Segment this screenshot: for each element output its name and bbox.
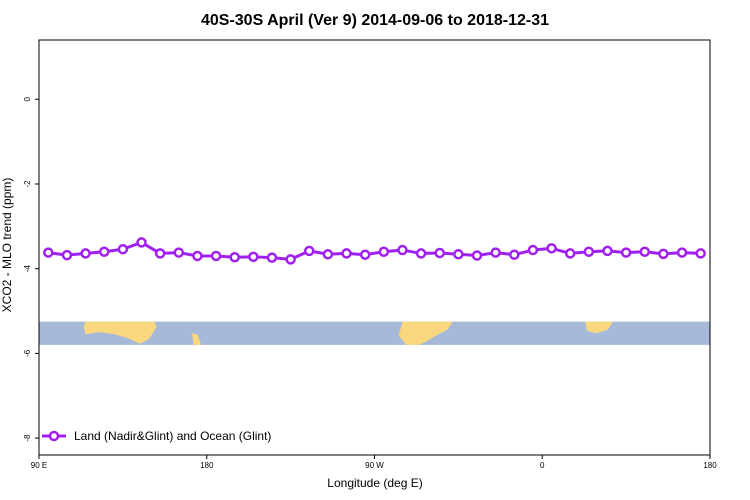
land-shape: [191, 333, 202, 345]
data-point: [80, 248, 91, 259]
data-point: [285, 254, 296, 265]
data-point: [434, 247, 445, 259]
series-layer: [43, 237, 706, 265]
data-point: [210, 250, 222, 262]
ocean-band: [39, 321, 710, 345]
y-tick-label: -2: [23, 180, 32, 188]
data-point: [546, 243, 557, 254]
land-shape: [83, 321, 157, 344]
data-point: [620, 247, 632, 258]
data-point: [658, 248, 669, 260]
axes-layer: 90 E 180 90 W 0 180 0 -2 -4 -6 -8: [23, 39, 717, 470]
y-tick-label: 0: [23, 97, 32, 102]
x-tick-label: 0: [540, 461, 545, 470]
data-point: [397, 244, 408, 256]
data-point: [359, 249, 371, 260]
x-tick-label: 90 E: [31, 461, 47, 470]
map-strip: [39, 321, 710, 345]
x-tick-label: 180: [703, 461, 717, 470]
data-point: [117, 243, 129, 255]
data-point: [509, 249, 520, 260]
data-point: [471, 250, 483, 261]
data-point: [583, 246, 595, 257]
data-point: [676, 247, 688, 258]
data-point: [266, 252, 278, 263]
data-point: [173, 247, 185, 258]
data-point: [341, 248, 352, 259]
data-point: [248, 251, 259, 263]
data-point: [453, 249, 464, 260]
y-tick-label: -4: [23, 265, 32, 273]
data-point: [322, 249, 334, 260]
data-point: [98, 246, 110, 257]
data-point: [229, 251, 240, 263]
data-point: [639, 246, 651, 257]
y-tick-label: -6: [23, 349, 32, 357]
data-point: [415, 248, 427, 259]
legend-marker: [48, 430, 60, 442]
y-tick-label: -8: [23, 434, 32, 442]
legend-label: Land (Nadir&Glint) and Ocean (Glint): [74, 429, 271, 443]
y-axis-label: XCO2 - MLO trend (ppm): [0, 178, 14, 313]
x-axis-label: Longitude (deg E): [327, 476, 422, 490]
data-point: [304, 245, 315, 257]
data-point: [136, 237, 147, 248]
data-point: [602, 245, 613, 257]
data-point: [192, 250, 203, 262]
data-point: [527, 244, 539, 256]
x-tick-label: 90 W: [365, 461, 384, 470]
data-point: [61, 249, 73, 261]
data-point: [490, 247, 501, 258]
data-point: [564, 248, 576, 259]
chart-title: 40S-30S April (Ver 9) 2014-09-06 to 2018…: [201, 12, 549, 29]
x-tick-label: 180: [200, 461, 214, 470]
data-point: [378, 246, 390, 257]
data-point: [43, 247, 54, 258]
data-point: [695, 248, 706, 259]
data-point: [154, 248, 166, 259]
land-shape: [585, 321, 614, 334]
legend: Land (Nadir&Glint) and Ocean (Glint): [42, 429, 271, 443]
land-shape: [398, 321, 453, 345]
